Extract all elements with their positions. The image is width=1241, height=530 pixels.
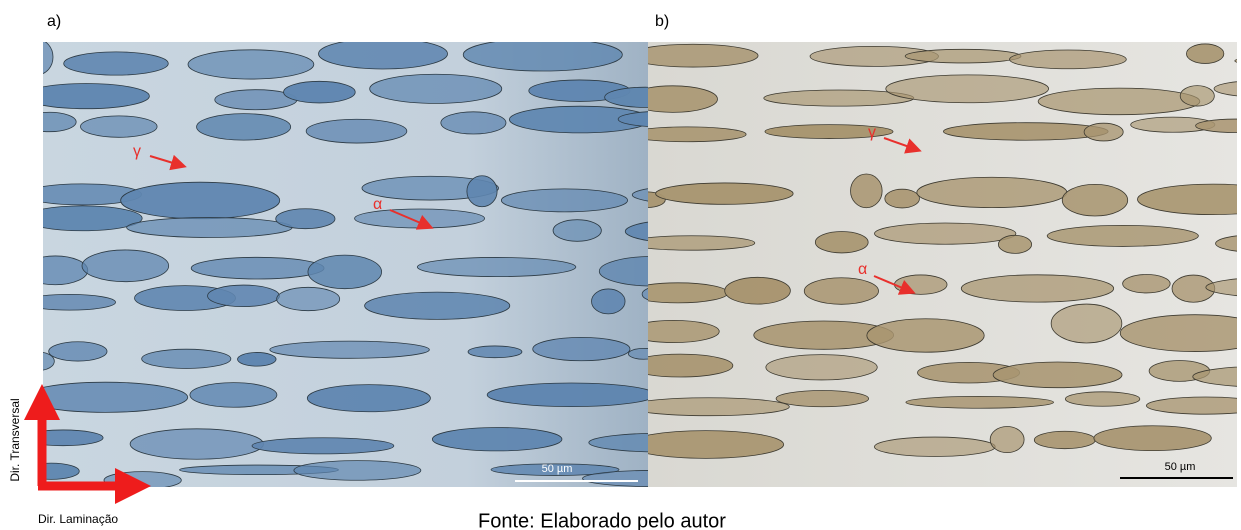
grain xyxy=(1186,44,1223,64)
grain xyxy=(307,385,430,412)
grain xyxy=(252,438,394,454)
grain xyxy=(208,285,280,307)
grain xyxy=(885,189,920,208)
grain xyxy=(917,177,1067,207)
grain xyxy=(1051,304,1122,343)
grain xyxy=(1010,50,1127,69)
grain xyxy=(1180,86,1214,106)
grain xyxy=(127,218,293,238)
grain xyxy=(277,287,340,310)
grain xyxy=(191,257,324,279)
grain xyxy=(886,75,1049,103)
grain xyxy=(23,112,76,131)
scale-bar-label: 50 µm xyxy=(542,463,573,475)
grain xyxy=(188,50,314,79)
grain xyxy=(238,352,277,366)
grain xyxy=(23,40,53,75)
grain xyxy=(130,429,263,459)
grain xyxy=(49,342,107,361)
grain xyxy=(23,382,188,412)
grain xyxy=(121,182,280,219)
grain xyxy=(23,352,54,370)
grain xyxy=(81,116,158,137)
grain xyxy=(441,112,506,134)
grain xyxy=(23,206,142,231)
grain xyxy=(1123,275,1171,293)
grain xyxy=(284,81,356,103)
grain xyxy=(318,39,447,69)
grain xyxy=(432,428,562,451)
axis-label: Dir. Transversal xyxy=(8,398,22,481)
grain xyxy=(875,223,1016,244)
grain xyxy=(370,74,502,103)
grain xyxy=(725,277,791,304)
grain xyxy=(23,256,88,285)
grain xyxy=(592,289,626,314)
grain xyxy=(553,220,601,242)
grain xyxy=(905,49,1021,63)
grain xyxy=(23,83,149,108)
grain xyxy=(815,231,868,252)
grain xyxy=(766,355,877,380)
grain xyxy=(943,123,1108,141)
grain xyxy=(142,349,231,368)
grain xyxy=(276,209,335,229)
grain xyxy=(851,174,883,208)
phase-label: α xyxy=(858,261,867,278)
grain xyxy=(1084,123,1123,141)
grain xyxy=(82,250,169,282)
grain xyxy=(993,362,1122,388)
grain xyxy=(804,278,878,305)
grain xyxy=(874,437,995,456)
grain xyxy=(1034,431,1095,448)
scale-bar-label: 50 µm xyxy=(1165,461,1196,473)
grain xyxy=(23,294,116,310)
grain xyxy=(628,398,789,416)
phase-label: α xyxy=(373,196,382,213)
grain xyxy=(294,461,421,481)
caption: Fonte: Elaborado pelo autor xyxy=(478,510,726,530)
grain xyxy=(533,337,630,360)
panel-label: a) xyxy=(47,13,61,30)
grain xyxy=(906,396,1054,408)
figure: a) b) γ α γ α 50 µm 50 µm Dir. Transvers… xyxy=(0,0,1241,530)
grain xyxy=(467,176,497,207)
grain xyxy=(468,346,522,358)
phase-label: γ xyxy=(133,143,141,160)
grain xyxy=(365,292,510,319)
grain xyxy=(1038,88,1200,115)
grain xyxy=(197,114,291,140)
grain xyxy=(776,391,869,407)
grain xyxy=(1047,225,1198,246)
grain xyxy=(23,430,103,446)
grain xyxy=(628,431,784,459)
axis-label: Dir. Laminação xyxy=(38,512,118,526)
grain xyxy=(867,319,984,352)
grain xyxy=(1062,184,1127,216)
grain xyxy=(656,183,794,204)
phase-label: γ xyxy=(868,124,876,141)
grain xyxy=(306,119,407,143)
grain xyxy=(487,383,655,407)
grain xyxy=(463,38,622,71)
grain xyxy=(1065,392,1139,406)
grain xyxy=(894,275,947,294)
grain xyxy=(961,275,1113,302)
panel-label: b) xyxy=(655,13,669,30)
grain xyxy=(990,426,1024,452)
grain xyxy=(23,463,79,479)
grain xyxy=(190,383,277,408)
grain xyxy=(308,255,382,289)
grain xyxy=(64,52,169,75)
grain xyxy=(417,257,576,276)
grain xyxy=(998,235,1031,253)
grain xyxy=(270,341,430,358)
grain xyxy=(1094,426,1211,451)
grain xyxy=(501,189,627,212)
